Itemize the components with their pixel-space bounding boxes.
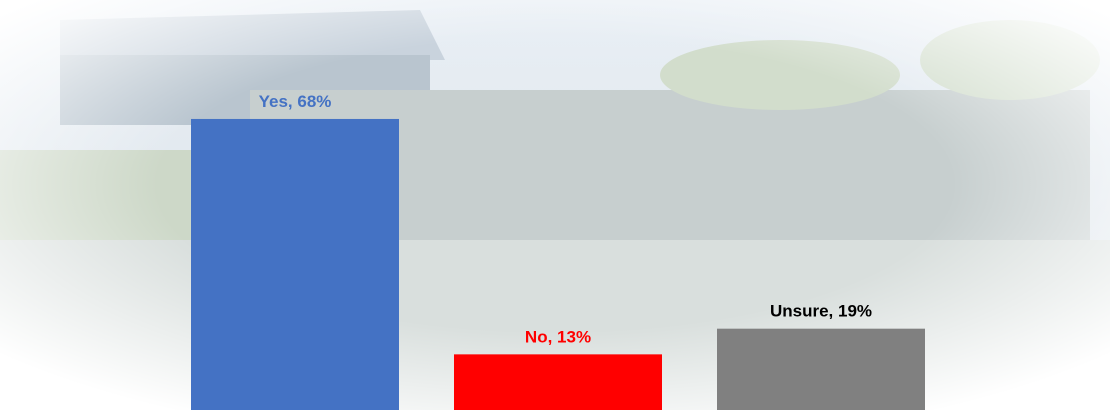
bar — [717, 329, 925, 410]
page: Yes, 68%No, 13%Unsure, 19% (() => { cons… — [0, 0, 1110, 410]
data-label: Yes, 68% — [259, 92, 332, 111]
chart: Yes, 68% No, 13% Unsure, 19% — [0, 0, 1110, 410]
bar — [454, 354, 662, 410]
background-photo — [0, 0, 1110, 410]
bar — [191, 119, 399, 410]
data-label: No, 13% — [525, 327, 591, 346]
data-label: Unsure, 19% — [770, 302, 872, 321]
